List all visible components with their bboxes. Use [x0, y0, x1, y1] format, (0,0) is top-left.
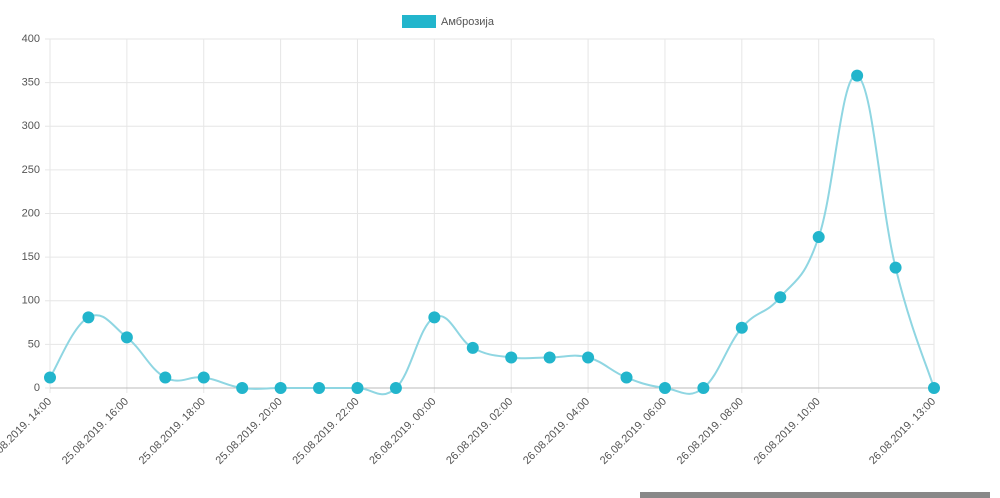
x-tick-label: 26.08.2019. 13:00: [867, 396, 938, 467]
point: [620, 371, 633, 384]
point: [313, 382, 326, 394]
y-tick-label: 300: [22, 120, 40, 132]
y-tick-label: 250: [22, 164, 40, 176]
x-tick-label: 26.08.2019. 10:00: [752, 396, 823, 467]
point: [697, 382, 710, 394]
point: [505, 351, 518, 364]
legend-swatch: [402, 15, 436, 28]
point: [889, 261, 902, 274]
point: [351, 382, 364, 394]
x-tick-label: 25.08.2019. 18:00: [137, 396, 208, 467]
x-tick-label: 26.08.2019. 06:00: [598, 396, 669, 467]
point: [658, 382, 671, 394]
x-tick-label: 26.08.2019. 04:00: [521, 396, 592, 467]
x-tick-label: 26.08.2019. 00:00: [367, 396, 438, 467]
point: [582, 351, 595, 364]
point: [389, 382, 402, 394]
point: [82, 311, 95, 324]
point: [466, 341, 479, 354]
point: [928, 382, 940, 394]
y-tick-label: 200: [22, 207, 40, 219]
x-tick-label: 26.08.2019. 08:00: [675, 396, 746, 467]
point: [774, 291, 787, 304]
point: [428, 311, 441, 324]
point: [735, 321, 748, 334]
point: [812, 231, 825, 244]
point: [120, 331, 133, 344]
x-tick-label: 25.08.2019. 20:00: [214, 396, 285, 467]
y-tick-label: 100: [22, 295, 40, 307]
point: [197, 371, 210, 384]
scrollbar: [640, 492, 990, 498]
series-line: [49, 74, 935, 396]
y-tick-label: 150: [22, 251, 40, 263]
y-tick-label: 50: [28, 338, 40, 350]
point: [44, 371, 56, 384]
point: [543, 351, 556, 364]
x-tick-label: 26.08.2019. 02:00: [444, 396, 515, 467]
y-tick-label: 400: [22, 33, 40, 45]
point: [274, 382, 287, 394]
point: [236, 382, 249, 394]
x-tick-label: 25.08.2019. 16:00: [60, 396, 131, 467]
y-tick-label: 0: [34, 382, 40, 394]
y-tick-label: 350: [22, 77, 40, 89]
point: [851, 69, 864, 82]
x-tick-label: 25.08.2019. 22:00: [290, 396, 361, 467]
x-tick-label: 25.08.2019. 14:00: [0, 396, 54, 467]
point: [159, 371, 172, 384]
legend-label: Амброзија: [441, 16, 495, 28]
